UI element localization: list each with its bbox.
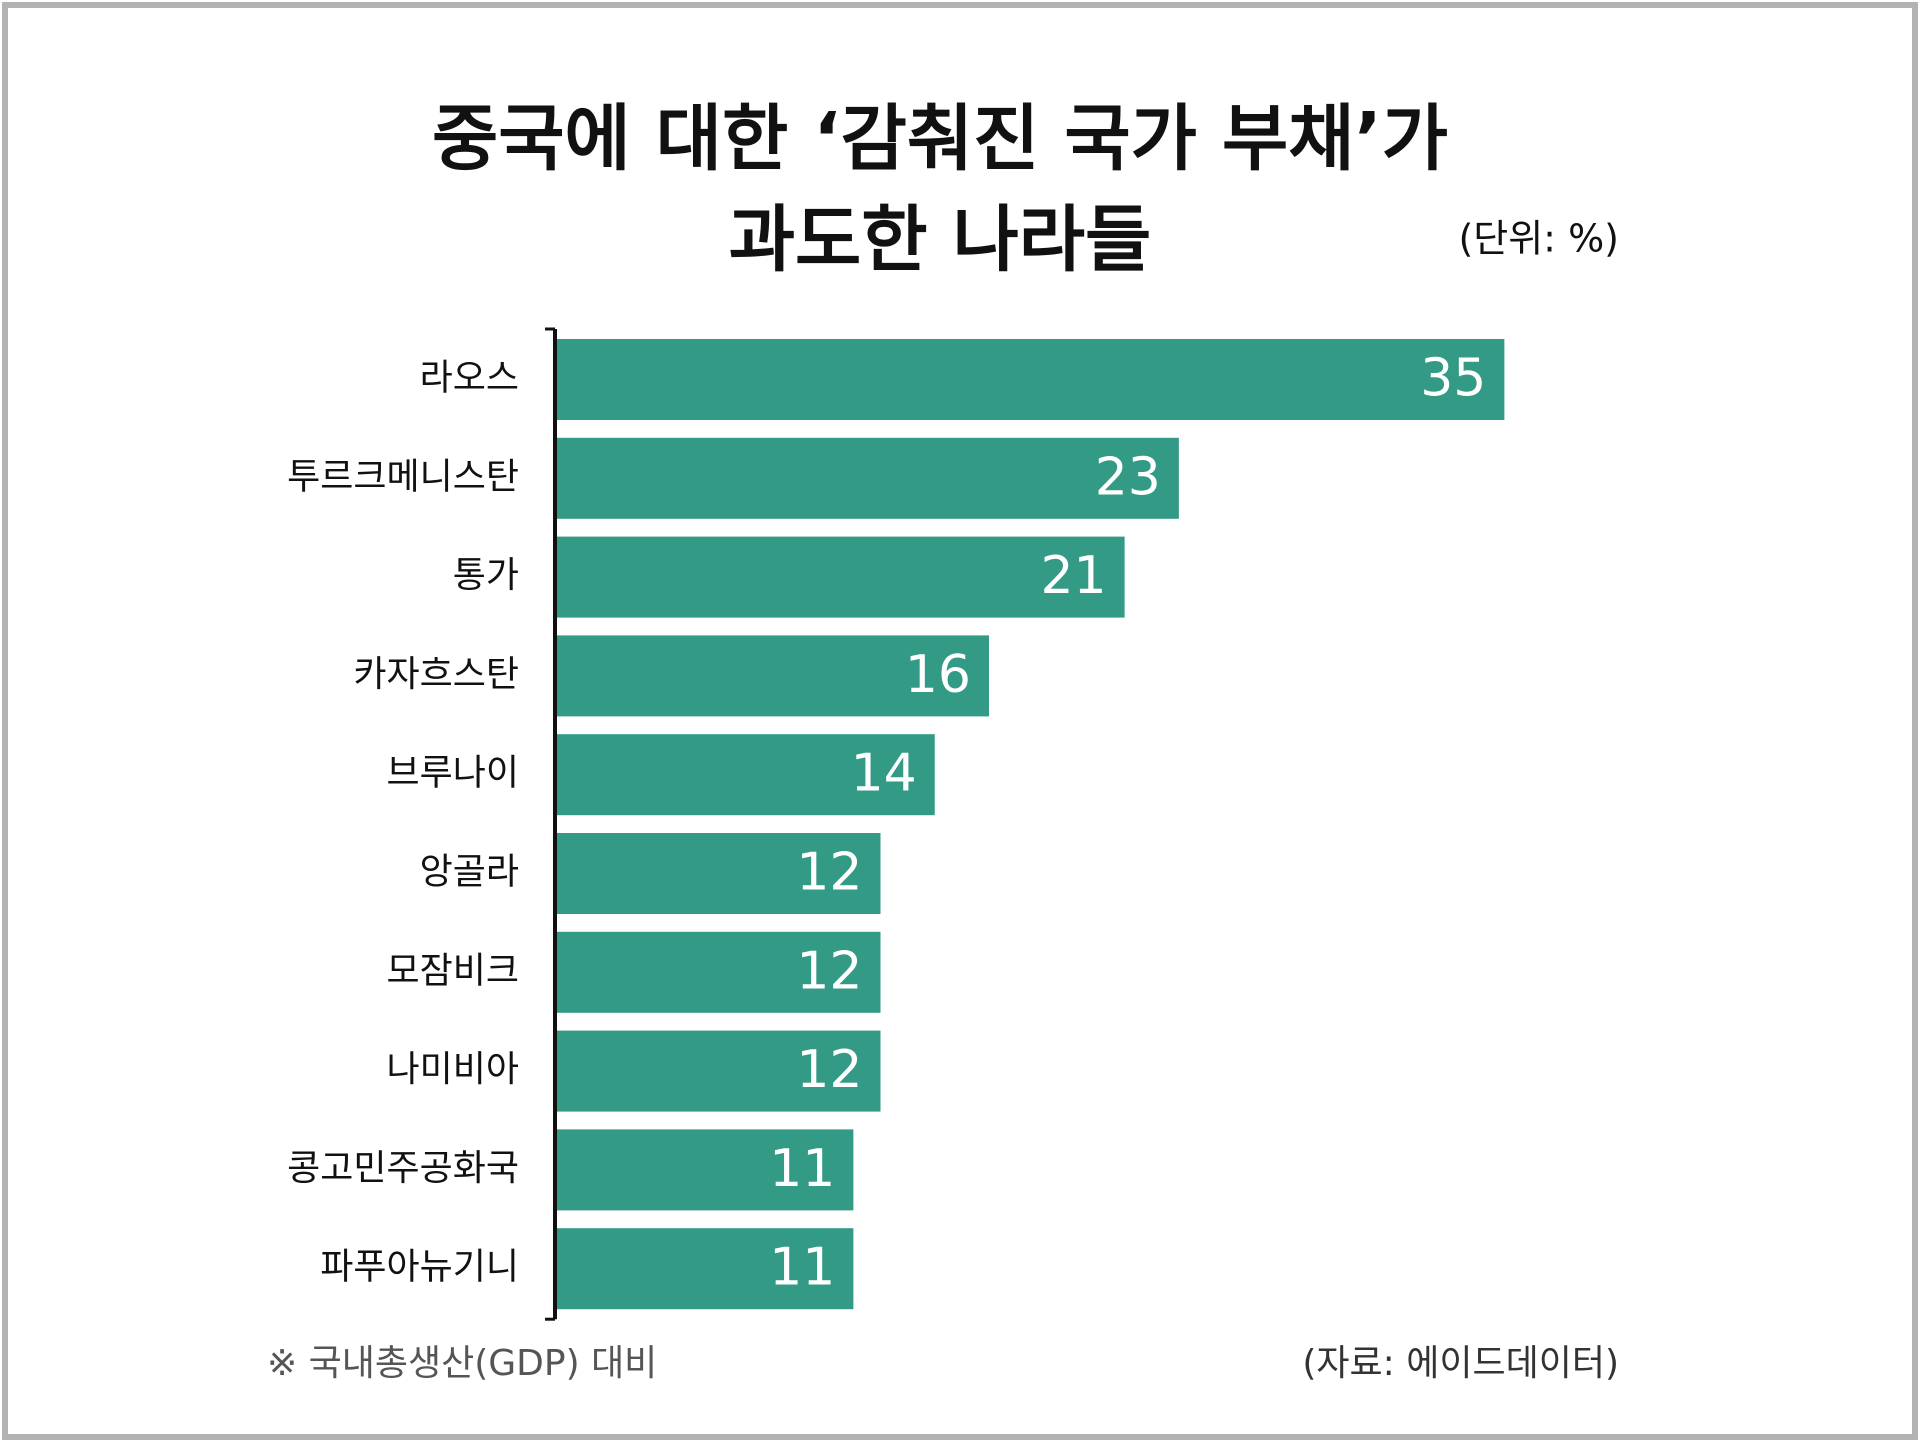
value-label: 21 <box>1040 546 1106 606</box>
bar <box>555 931 881 1013</box>
bar <box>555 833 881 914</box>
y-tick-label: 콩고민주공화국 <box>287 1148 519 1189</box>
bar <box>555 536 1125 618</box>
y-tick-label: 브루나이 <box>387 753 519 794</box>
y-tick-label: 투르크메니스탄 <box>287 456 519 497</box>
bar <box>555 339 1505 420</box>
y-tick-label: 통가 <box>453 555 519 596</box>
y-tick-label: 모잠비크 <box>387 950 519 991</box>
value-label: 14 <box>851 744 917 804</box>
y-tick-label: 파푸아뉴기니 <box>320 1247 519 1288</box>
value-label: 23 <box>1095 447 1161 507</box>
chart-title: 중국에 대한 ‘감춰진 국가 부채’가 <box>432 97 1448 181</box>
bar <box>555 1030 881 1112</box>
bar <box>555 635 989 717</box>
y-tick-label: 카자흐스탄 <box>353 654 519 695</box>
source: (자료: 에이드데이터) <box>1302 1343 1619 1384</box>
bar <box>555 734 935 816</box>
value-label: 12 <box>796 1040 862 1100</box>
value-label: 35 <box>1420 349 1486 409</box>
unit-label: (단위: %) <box>1458 217 1619 261</box>
y-tick-label: 라오스 <box>420 358 519 399</box>
value-label: 16 <box>905 645 971 705</box>
footnote: ※ 국내총생산(GDP) 대비 <box>267 1343 657 1384</box>
value-label: 11 <box>769 1139 835 1199</box>
value-label: 12 <box>796 941 862 1001</box>
y-tick-label: 나미비아 <box>387 1049 519 1090</box>
value-label: 12 <box>796 843 862 903</box>
value-label: 11 <box>769 1238 835 1298</box>
chart-title: 과도한 나라들 <box>729 198 1152 282</box>
bar <box>555 1129 854 1211</box>
bar <box>555 437 1179 519</box>
y-tick-label: 앙골라 <box>420 852 519 893</box>
bar <box>555 1228 854 1310</box>
